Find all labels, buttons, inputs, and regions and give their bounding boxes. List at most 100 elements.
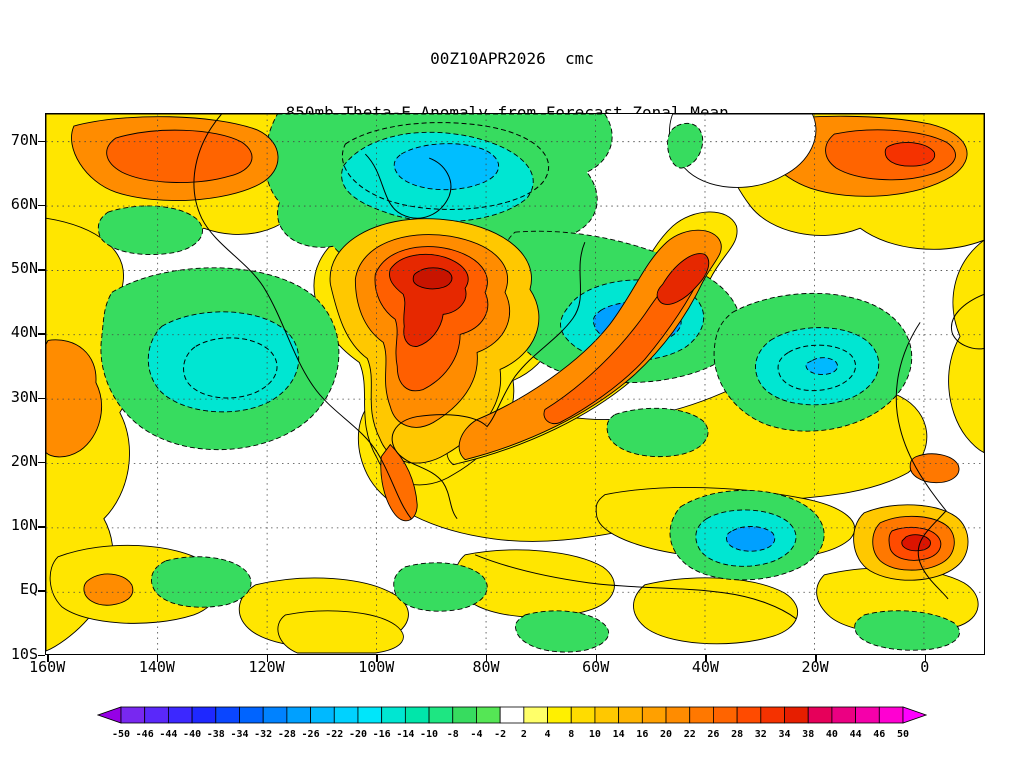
green-tropic-b — [393, 562, 488, 612]
coastline-na-west — [193, 114, 412, 520]
colorbar-tick-label: -44 — [159, 729, 178, 740]
lat-tick-mark — [38, 269, 45, 271]
colorbar-segment — [120, 706, 146, 724]
colorbar-tick-label: 44 — [849, 729, 862, 740]
green-tropic-c — [514, 610, 610, 653]
orange-left-edge-band — [46, 339, 102, 458]
colorbar-segment — [381, 706, 406, 724]
lat-tick-label: 20N — [10, 451, 38, 470]
coastline-africa-west — [895, 322, 949, 600]
lon-tick-label: 160W — [29, 658, 66, 676]
lon-tick-mark — [266, 655, 269, 662]
colorbar-tick-label: -20 — [348, 729, 367, 740]
colorbar-tick-label: 10 — [588, 729, 601, 740]
colorbar-segment — [310, 706, 335, 724]
colorbar-segment — [665, 706, 691, 724]
lat-tick-mark — [38, 590, 45, 592]
coastline-na-east-gulf — [391, 242, 586, 520]
green-greenland-west — [667, 122, 704, 169]
lon-tick-label: 100W — [358, 658, 395, 676]
colorbar-tick-label: 2 — [520, 729, 527, 740]
lon-tick-mark — [156, 655, 159, 662]
colorbar-tick-label: -8 — [446, 729, 459, 740]
colorbar-over-arrow — [902, 706, 927, 724]
lat-tick-label: EQ — [19, 580, 38, 599]
lat-tick-mark — [38, 654, 45, 657]
lat-tick-mark — [38, 140, 45, 143]
colorbar-tick-label: 32 — [754, 729, 767, 740]
lon-tick-label: 40W — [691, 658, 719, 676]
lon-tick-mark — [485, 655, 488, 662]
orange-west-africa — [909, 453, 960, 484]
red-ne-atlantic-core — [884, 142, 936, 167]
red-ridge-hook — [656, 253, 710, 305]
colorbar-tick-label: 34 — [778, 729, 791, 740]
lat-tick-label: 70N — [10, 130, 38, 149]
colorbar-segment — [262, 706, 288, 724]
colorbar-segment — [144, 706, 169, 724]
colorbar-tick-label: 50 — [896, 729, 910, 740]
coastline-south-america — [474, 554, 797, 620]
colorbar-tick-label: 16 — [636, 729, 649, 740]
lon-tick-label: 20W — [801, 658, 829, 676]
colorbar-tick-label: -16 — [372, 729, 391, 740]
yellow-equator-patch — [277, 610, 404, 654]
colorbar-tick-label: -40 — [183, 729, 202, 740]
lat-tick-mark — [38, 397, 45, 400]
colorbar-segment — [167, 706, 193, 724]
colorbar-segment — [831, 706, 857, 724]
coastline-iberia — [950, 293, 984, 350]
colorbar-tick-label: 4 — [544, 729, 551, 740]
colorbar-segment — [404, 706, 430, 724]
colorbar-tick-label: -50 — [111, 729, 131, 740]
colorbar-tick-label: 28 — [731, 729, 744, 740]
colorbar-segment — [499, 706, 525, 724]
colorbar-segment — [333, 706, 359, 724]
colorbar: -50 -46 -44 -40 -38 -34 -32 -28 -26 -22 -20 -16 -14-… — [97, 706, 927, 754]
colorbar-tick-label: -32 — [254, 729, 273, 740]
blue-tropical-atlantic — [726, 526, 776, 552]
lat-tick-label: 10S — [10, 644, 38, 663]
colorbar-segment — [594, 706, 620, 724]
lon-tick-mark — [376, 655, 378, 662]
colorbar-tick-label: 22 — [683, 729, 696, 740]
colorbar-tick-label: -28 — [277, 729, 296, 740]
lon-tick-label: 80W — [472, 658, 500, 676]
colorbar-under-arrow — [97, 706, 122, 724]
lon-tick-label: 120W — [248, 658, 285, 676]
colorbar-segment — [784, 706, 809, 724]
lat-tick-label: 50N — [10, 259, 38, 278]
colorbar-segment — [476, 706, 501, 724]
colorbar-segment — [760, 706, 785, 724]
colorbar-segment — [878, 706, 904, 724]
colorbar-segment — [239, 706, 264, 724]
colorbar-tick-label: 38 — [802, 729, 815, 740]
colorbar-tick-label: 40 — [825, 729, 838, 740]
green-tropic-a — [150, 556, 252, 608]
lon-tick-label: 140W — [138, 658, 175, 676]
colorbar-segment — [357, 706, 383, 724]
colorbar-segment — [807, 706, 833, 724]
title-line-datetime-model: 00Z10APR2026 cmc — [430, 49, 594, 68]
green-subtropic-atlantic — [606, 407, 709, 458]
lat-tick-mark — [38, 461, 45, 464]
colorbar-segment — [191, 706, 217, 724]
lat-tick-label: 40N — [10, 323, 38, 342]
colorbar-tick-label: -22 — [325, 729, 344, 740]
lat-tick-label: 30N — [10, 387, 38, 406]
lon-tick-label: 0 — [920, 658, 930, 676]
contour-ring-central-atlantic — [777, 344, 857, 392]
colorbar-tick-label: 14 — [612, 729, 625, 740]
lon-tick-mark — [47, 655, 49, 662]
green-topleft — [97, 205, 203, 255]
blue-central-atlantic-dot — [805, 357, 838, 375]
colorbar-segment — [713, 706, 738, 724]
contour-ring-canada — [341, 122, 550, 210]
contour-ring-pacific — [183, 337, 278, 399]
colorbar-tick-label: 20 — [659, 729, 673, 740]
cyan-east-pacific-core — [147, 311, 300, 413]
lon-tick-mark — [705, 655, 707, 662]
lon-tick-mark — [595, 655, 598, 662]
colorbar-scale — [97, 706, 927, 724]
colorbar-segment — [689, 706, 714, 724]
